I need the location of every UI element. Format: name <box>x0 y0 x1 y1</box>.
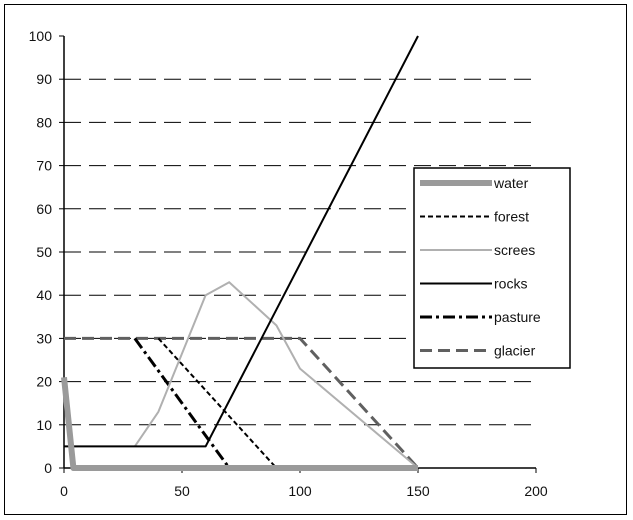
legend-label-pasture: pasture <box>494 309 541 325</box>
legend-label-glacier: glacier <box>494 343 536 359</box>
y-tick-label: 60 <box>36 201 52 217</box>
x-tick-label: 200 <box>524 483 548 499</box>
x-tick-label: 0 <box>60 483 68 499</box>
y-tick-label: 0 <box>44 460 52 476</box>
series-rocks-line <box>64 35 419 448</box>
y-tick-label: 70 <box>36 158 52 174</box>
series-screes-line <box>133 281 419 469</box>
legend-label-forest: forest <box>494 209 529 225</box>
legend-label-screes: screes <box>494 242 535 258</box>
y-tick-label: 90 <box>36 71 52 87</box>
legend-label-water: water <box>493 175 529 191</box>
y-tick-label: 80 <box>36 114 52 130</box>
y-tick-label: 50 <box>36 244 52 260</box>
y-tick-label: 30 <box>36 330 52 346</box>
x-tick-label: 100 <box>288 483 312 499</box>
series-glacier-line <box>64 336 420 470</box>
y-tick-label: 10 <box>36 417 52 433</box>
legend-label-rocks: rocks <box>494 276 527 292</box>
y-tick-label: 20 <box>36 374 52 390</box>
x-tick-label: 50 <box>174 483 190 499</box>
x-tick-label: 150 <box>406 483 430 499</box>
series-water-line <box>61 376 418 471</box>
legend-box <box>413 167 571 369</box>
series-forest-line <box>157 337 418 469</box>
y-tick-label: 40 <box>36 287 52 303</box>
y-tick-label: 100 <box>29 28 53 44</box>
